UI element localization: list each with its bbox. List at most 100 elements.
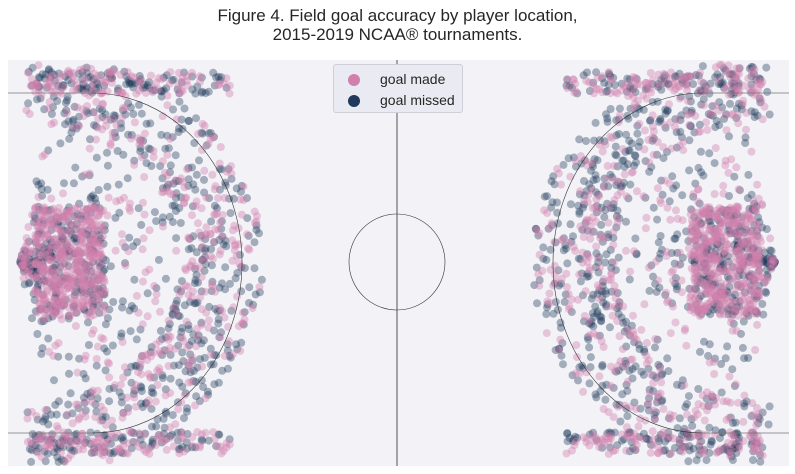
goal-missed-point <box>77 288 86 297</box>
goal-missed-point <box>171 193 180 202</box>
goal-made-point <box>587 228 596 236</box>
goal-missed-point <box>592 175 601 184</box>
goal-missed-point <box>716 282 725 291</box>
goal-made-point <box>700 416 709 425</box>
goal-missed-point <box>567 308 576 316</box>
goal-missed-point <box>162 84 171 93</box>
goal-missed-point <box>550 180 559 189</box>
goal-missed-point <box>157 130 166 139</box>
goal-missed-point <box>35 82 44 91</box>
goal-missed-point <box>659 154 668 163</box>
goal-missed-point <box>34 255 42 264</box>
goal-missed-point <box>88 88 97 97</box>
goal-missed-point <box>543 192 551 201</box>
goal-missed-point <box>174 361 183 370</box>
goal-missed-point <box>86 388 95 397</box>
goal-missed-point <box>708 280 717 289</box>
goal-missed-point <box>614 366 623 375</box>
goal-missed-point <box>196 355 204 364</box>
goal-missed-point <box>702 456 711 465</box>
goal-missed-point <box>57 227 66 236</box>
goal-missed-point <box>188 85 197 94</box>
goal-missed-point <box>103 161 112 170</box>
goal-made-point <box>165 423 174 432</box>
goal-made-point <box>556 335 565 344</box>
goal-missed-point <box>159 184 167 193</box>
goal-missed-point <box>685 166 694 175</box>
goal-missed-point <box>597 287 606 296</box>
goal-missed-point <box>57 277 66 286</box>
goal-made-point <box>751 346 760 354</box>
goal-missed-point <box>64 311 73 320</box>
goal-missed-point <box>240 264 249 273</box>
goal-missed-point <box>758 300 767 308</box>
goal-missed-point <box>626 331 634 340</box>
goal-missed-point <box>678 376 687 385</box>
goal-made-point <box>610 302 619 311</box>
goal-made-point <box>756 237 765 246</box>
goal-missed-point <box>177 193 186 202</box>
goal-missed-point <box>723 288 732 297</box>
goal-missed-point <box>34 258 43 267</box>
goal-missed-point <box>134 204 143 213</box>
goal-missed-point <box>31 307 40 316</box>
goal-missed-point <box>605 323 614 332</box>
goal-missed-point <box>208 277 217 286</box>
goal-made-point <box>666 82 675 91</box>
goal-made-point <box>135 442 143 451</box>
goal-made-point <box>215 304 224 312</box>
goal-missed-point <box>708 392 717 401</box>
goal-missed-point <box>83 69 91 78</box>
goal-missed-point <box>575 207 584 216</box>
goal-missed-point <box>135 363 144 372</box>
goal-made-point <box>175 449 184 458</box>
goal-made-point <box>79 112 88 121</box>
goal-missed-point <box>137 383 146 392</box>
goal-missed-point <box>623 324 632 333</box>
goal-missed-point <box>695 120 704 129</box>
goal-missed-point <box>100 448 109 457</box>
goal-missed-point <box>71 163 80 172</box>
goal-missed-point <box>599 298 608 307</box>
goal-missed-point <box>554 266 563 275</box>
goal-made-point <box>622 246 630 255</box>
goal-missed-point <box>754 282 763 290</box>
goal-made-point <box>184 291 193 299</box>
goal-missed-point <box>626 180 635 189</box>
goal-missed-point <box>63 96 71 105</box>
goal-made-point <box>73 307 82 316</box>
goal-made-point <box>135 86 143 95</box>
goal-missed-point <box>239 320 248 329</box>
goal-missed-point <box>226 353 235 362</box>
goal-missed-point <box>717 306 726 315</box>
goal-made-point <box>722 126 731 135</box>
goal-made-point <box>75 249 84 258</box>
goal-missed-point <box>192 114 200 123</box>
goal-missed-point <box>592 393 601 402</box>
goal-missed-point <box>653 150 661 159</box>
goal-made-point <box>44 256 53 265</box>
goal-made-point <box>81 73 90 82</box>
goal-missed-point <box>147 162 156 170</box>
goal-missed-point <box>46 251 55 259</box>
goal-missed-point <box>53 445 62 454</box>
goal-made-point <box>21 266 30 275</box>
goal-made-point <box>185 235 194 243</box>
goal-missed-point <box>756 98 765 107</box>
goal-made-point <box>627 89 636 98</box>
goal-missed-point <box>601 395 610 404</box>
goal-made-point <box>606 89 615 98</box>
goal-missed-point <box>81 438 90 447</box>
goal-missed-point <box>243 194 251 203</box>
goal-missed-point <box>694 429 703 438</box>
goal-made-point <box>667 268 676 277</box>
goal-missed-point <box>689 80 698 89</box>
goal-made-point <box>78 208 87 217</box>
goal-made-point <box>710 254 719 263</box>
goal-missed-point <box>110 447 119 456</box>
goal-made-point <box>585 441 594 450</box>
goal-missed-point <box>157 87 166 96</box>
goal-made-point <box>112 197 121 206</box>
goal-made-point <box>748 87 757 96</box>
goal-missed-point <box>715 98 724 107</box>
